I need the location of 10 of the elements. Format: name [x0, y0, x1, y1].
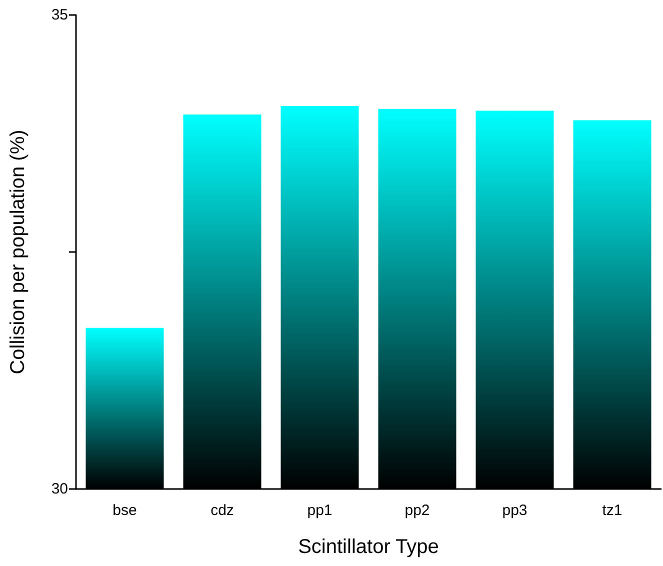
y-tick-label: 30	[51, 480, 68, 498]
x-tick-label: tz1	[602, 502, 622, 519]
x-tick-label: cdz	[210, 502, 234, 519]
x-axis-title: Scintillator Type	[298, 536, 439, 558]
x-tick-label: bse	[112, 502, 137, 519]
y-tick-label: 35	[51, 6, 68, 24]
x-tick-label: pp3	[502, 502, 528, 519]
x-tick-label: pp2	[404, 502, 430, 519]
y-axis-title: Collision per population (%)	[7, 130, 29, 374]
x-tick-label: pp1	[307, 502, 332, 519]
